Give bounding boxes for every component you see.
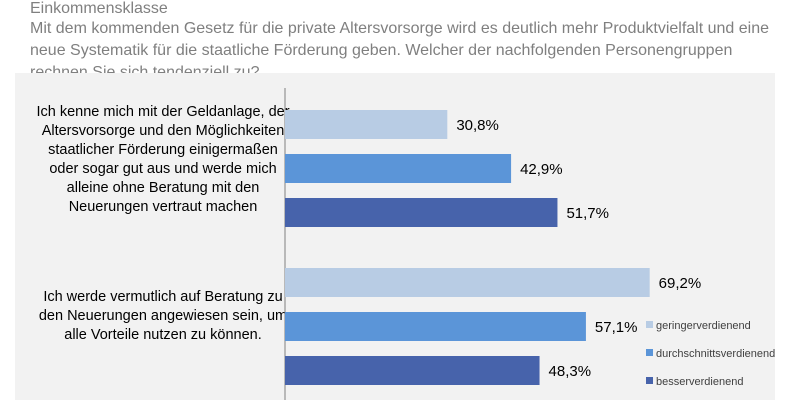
legend-swatch [646,321,653,328]
data-label: 51,7% [566,205,609,222]
data-label: 30,8% [456,117,499,134]
legend-label: geringerverdienend [656,320,751,332]
bar-besserverdienend [285,198,558,227]
bar-durchschnittsverdienend [285,154,512,183]
data-label: 48,3% [549,363,592,380]
bar-durchschnittsverdienend [285,312,586,341]
data-label: 57,1% [595,319,638,336]
section-heading: Einkommensklasse [30,0,168,17]
bar-geringerverdienend [285,268,650,297]
data-label: 69,2% [659,275,702,292]
legend-swatch [646,377,653,384]
data-label: 42,9% [520,161,563,178]
category-label: Ich kenne mich mit der Geldanlage, der A… [36,104,290,215]
bar-geringerverdienend [285,110,448,139]
category-label: Ich werde vermutlich auf Beratung zu den… [38,289,288,343]
legend-label: besserverdienend [656,376,743,388]
chart-area: Ich kenne mich mit der Geldanlage, der A… [15,73,775,400]
bar-chart: 30,8% 69,2% geringerverdienend 42,9% 57,1% du… [284,88,775,400]
legend-swatch [646,349,653,356]
legend-label: durchschnittsverdienend [656,348,775,360]
bar-besserverdienend [285,356,540,385]
